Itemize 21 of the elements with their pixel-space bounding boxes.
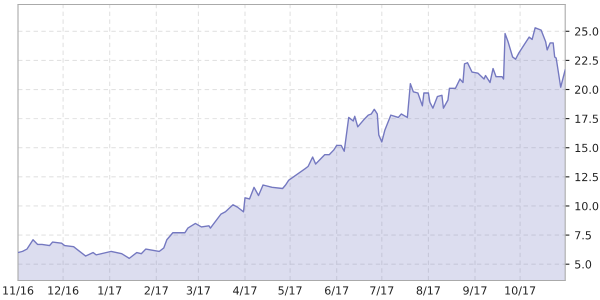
x-tick-label: 8/17 xyxy=(416,286,440,296)
x-tick-label: 2/17 xyxy=(144,286,168,296)
y-tick-label: 15.0 xyxy=(575,144,598,152)
x-tick-label: 12/16 xyxy=(48,286,78,296)
y-tick-label: 12.5 xyxy=(575,172,598,182)
y-tick-label: 20.0 xyxy=(575,85,598,94)
x-tick-label: 9/17 xyxy=(463,286,487,296)
y-tick-label: 22.5 xyxy=(575,56,598,65)
y-tick-label: 10.0 xyxy=(575,202,598,210)
y-tick-label: 5.0 xyxy=(575,260,592,269)
y-tick-label: 25.0 xyxy=(575,27,598,36)
x-tick-label: 4/17 xyxy=(233,286,257,296)
y-tick-label: 17.5 xyxy=(575,114,598,124)
x-tick-label: 1/17 xyxy=(98,286,122,296)
y-tick-label: 7.5 xyxy=(575,231,591,240)
x-tick-label: 6/17 xyxy=(325,286,348,296)
x-tick-label: 7/17 xyxy=(370,286,394,296)
x-tick-label: 10/17 xyxy=(505,286,536,296)
x-tick-label: 3/17 xyxy=(186,286,210,296)
x-tick-label: 5/17 xyxy=(278,286,302,296)
x-tick-label: 11/16 xyxy=(3,286,34,296)
